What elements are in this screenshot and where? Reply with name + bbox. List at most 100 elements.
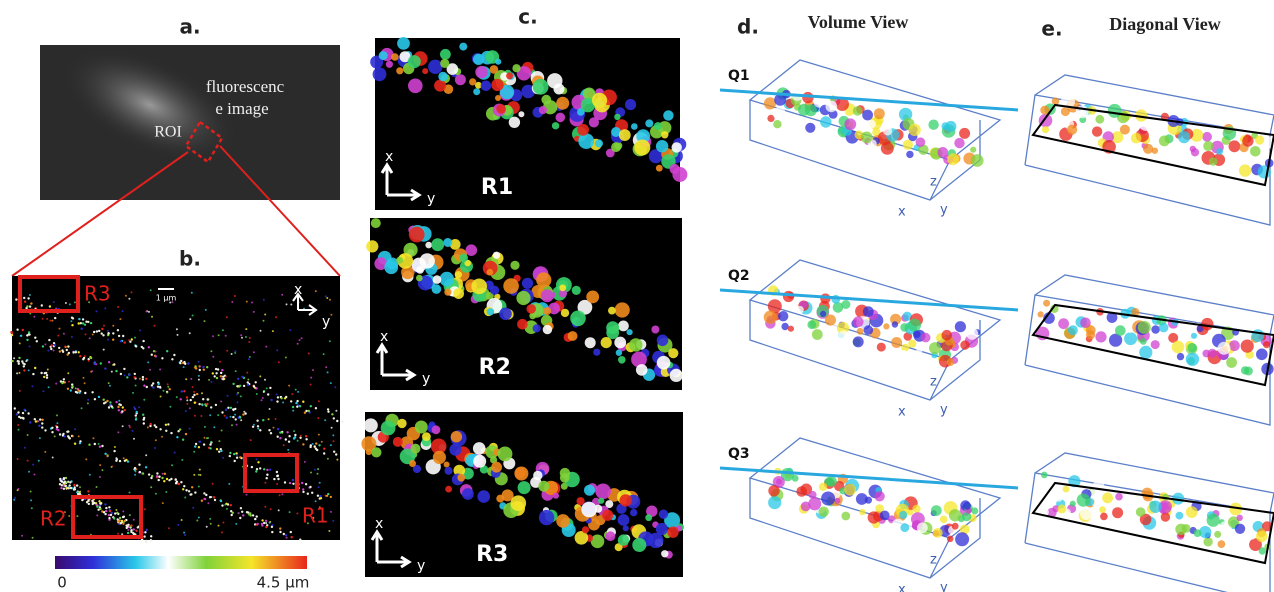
blob: [1191, 333, 1197, 339]
blob: [959, 128, 970, 139]
localization: [236, 457, 238, 459]
localization: [189, 407, 191, 409]
localization: [364, 418, 378, 432]
blob: [947, 536, 954, 543]
localization: [329, 299, 331, 301]
localization: [94, 443, 96, 445]
localization: [292, 479, 294, 481]
localization: [92, 501, 94, 503]
localization: [271, 526, 273, 528]
localization: [145, 378, 147, 380]
localization: [193, 394, 195, 396]
roi-label: ROI: [154, 124, 182, 141]
blob: [1229, 340, 1240, 351]
localization: [78, 392, 80, 394]
localization: [46, 318, 48, 320]
localization: [126, 376, 128, 378]
localization: [89, 474, 91, 476]
localization: [154, 447, 156, 449]
localization: [22, 412, 24, 414]
localization: [30, 491, 32, 493]
localization: [275, 316, 277, 318]
localization: [263, 522, 265, 524]
localization: [181, 519, 183, 521]
localization: [336, 459, 338, 461]
localization: [109, 385, 111, 387]
localization: [242, 514, 244, 516]
localization: [161, 436, 163, 438]
localization: [490, 286, 499, 295]
localization: [236, 394, 238, 396]
blob: [1214, 531, 1221, 538]
localization: [180, 481, 182, 483]
localization: [270, 399, 272, 401]
localization: [281, 432, 283, 434]
localization: [238, 386, 240, 388]
localization: [144, 531, 146, 533]
localization: [16, 413, 18, 415]
blob: [1138, 321, 1151, 334]
localization: [25, 410, 27, 412]
localization: [256, 420, 258, 422]
localization: [645, 119, 653, 127]
localization: [204, 498, 206, 500]
blob: [819, 507, 829, 517]
localization: [100, 503, 102, 505]
localization: [207, 398, 209, 400]
localization: [76, 391, 78, 393]
blob: [942, 330, 953, 341]
localization: [18, 357, 20, 359]
localization: [165, 491, 167, 493]
region-label: R1: [302, 504, 329, 528]
localization: [112, 332, 114, 334]
blob: [825, 315, 836, 326]
localization: [61, 480, 63, 482]
localization: [192, 386, 194, 388]
localization: [225, 376, 227, 378]
localization: [292, 483, 294, 485]
localization: [232, 416, 234, 418]
localization: [150, 477, 152, 479]
localization: [188, 490, 190, 492]
localization: [28, 331, 30, 333]
localization: [455, 271, 462, 278]
blob: [971, 154, 984, 167]
localization: [582, 526, 589, 533]
blob: [841, 300, 850, 309]
localization: [226, 316, 228, 318]
localization: [326, 297, 328, 299]
blob: [865, 497, 872, 504]
localization: [78, 351, 80, 353]
localization: [260, 330, 262, 332]
blob: [819, 483, 827, 491]
localization: [39, 418, 41, 420]
localization: [28, 471, 30, 473]
localization: [213, 426, 215, 428]
panel-title: Diagonal View: [1109, 14, 1221, 34]
localization: [41, 419, 43, 421]
localization: [13, 357, 15, 359]
localization: [581, 502, 597, 518]
localization: [195, 443, 197, 445]
localization: [191, 292, 193, 294]
blob: [853, 316, 864, 327]
localization: [122, 510, 124, 512]
localization: [506, 72, 513, 79]
localization: [220, 450, 222, 452]
blob: [1203, 537, 1212, 546]
localization: [128, 339, 130, 341]
blob: [929, 342, 941, 354]
localization: [88, 360, 90, 362]
localization: [246, 494, 248, 496]
localization: [240, 419, 242, 421]
localization: [196, 520, 198, 522]
localization: [296, 513, 298, 515]
localization: [444, 289, 451, 296]
localization: [667, 527, 678, 538]
localization: [235, 418, 237, 420]
localization: [329, 340, 331, 342]
localization: [341, 421, 343, 423]
localization: [124, 460, 126, 462]
localization: [614, 114, 620, 120]
blob: [1095, 115, 1104, 124]
